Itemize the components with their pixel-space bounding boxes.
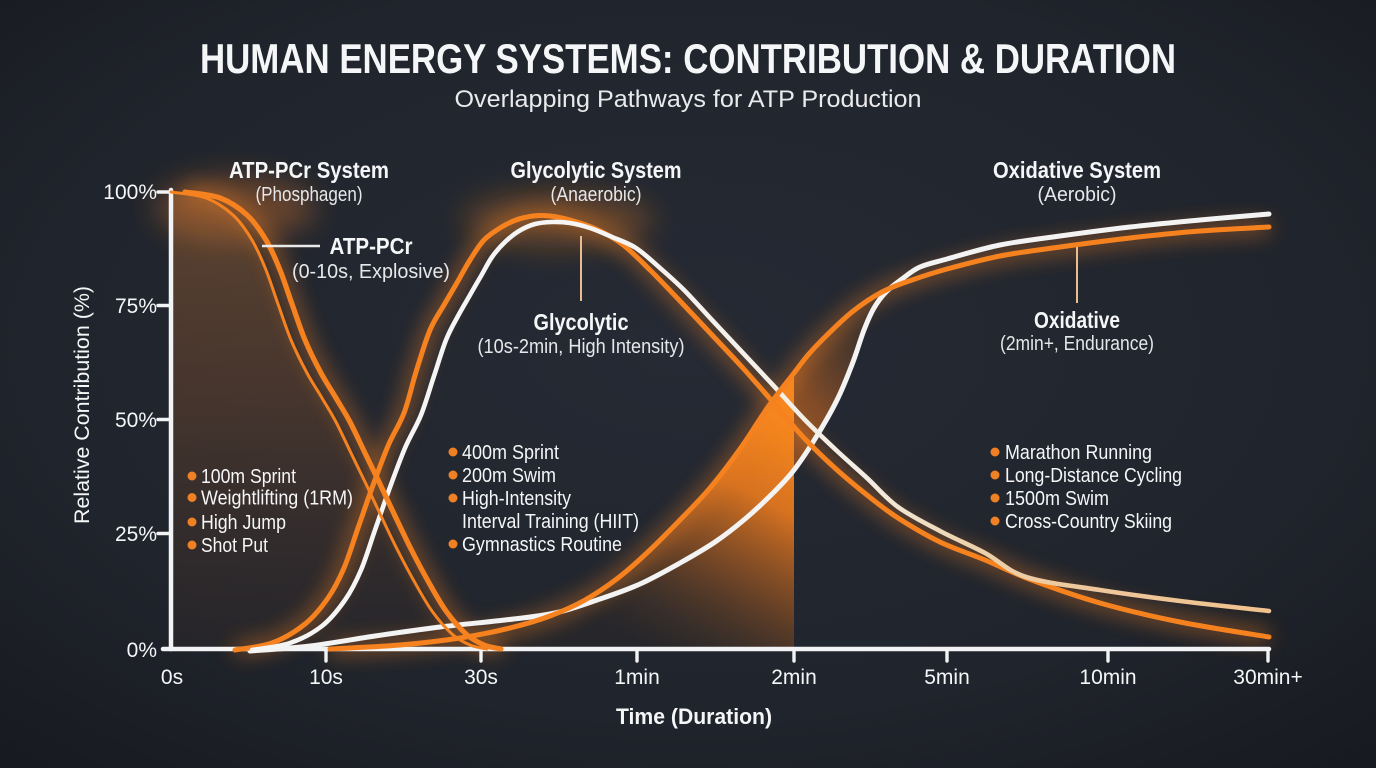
svg-text:Glycolytic System: Glycolytic System <box>511 157 682 183</box>
svg-text:0s: 0s <box>161 666 183 689</box>
svg-text:(0-10s, Explosive): (0-10s, Explosive) <box>292 261 450 283</box>
svg-text:High-Intensity: High-Intensity <box>462 487 572 510</box>
svg-text:30min+: 30min+ <box>1233 666 1302 689</box>
svg-text:Oxidative System: Oxidative System <box>993 157 1161 183</box>
svg-text:2min: 2min <box>771 666 817 689</box>
svg-text:Oxidative: Oxidative <box>1034 307 1120 333</box>
svg-text:Interval Training (HIIT): Interval Training (HIIT) <box>462 510 639 533</box>
svg-text:1500m Swim: 1500m Swim <box>1005 487 1109 510</box>
svg-text:Glycolytic: Glycolytic <box>534 309 629 335</box>
svg-text:ATP-PCr System: ATP-PCr System <box>229 157 389 183</box>
svg-text:10min: 10min <box>1079 666 1136 689</box>
svg-text:Gymnastics Routine: Gymnastics Routine <box>462 533 622 556</box>
svg-text:75%: 75% <box>115 295 157 318</box>
svg-text:5min: 5min <box>924 666 970 689</box>
svg-text:Shot Put: Shot Put <box>201 534 268 557</box>
svg-text:ATP-PCr: ATP-PCr <box>330 233 413 259</box>
svg-text:400m Sprint: 400m Sprint <box>462 441 559 464</box>
svg-text:(10s-2min, High Intensity): (10s-2min, High Intensity) <box>478 336 685 358</box>
svg-text:100%: 100% <box>103 181 157 204</box>
svg-text:Cross-Country Skiing: Cross-Country Skiing <box>1005 510 1172 533</box>
svg-text:Overlapping Pathways for ATP P: Overlapping Pathways for ATP Production <box>455 86 922 113</box>
svg-text:10s: 10s <box>309 666 343 689</box>
svg-text:25%: 25% <box>115 523 157 546</box>
svg-text:Weightlifting (1RM): Weightlifting (1RM) <box>201 487 353 510</box>
svg-text:50%: 50% <box>115 409 157 432</box>
svg-text:Time (Duration): Time (Duration) <box>616 704 772 729</box>
svg-text:HUMAN ENERGY SYSTEMS: CONTRIBU: HUMAN ENERGY SYSTEMS: CONTRIBUTION & DUR… <box>200 35 1176 82</box>
svg-text:Relative Contribution (%): Relative Contribution (%) <box>71 286 94 524</box>
svg-text:Long-Distance Cycling: Long-Distance Cycling <box>1005 464 1182 487</box>
svg-text:Marathon Running: Marathon Running <box>1005 441 1152 464</box>
svg-text:(2min+, Endurance): (2min+, Endurance) <box>1000 333 1154 355</box>
svg-text:0%: 0% <box>127 639 157 662</box>
svg-text:(Phosphagen): (Phosphagen) <box>256 184 363 206</box>
svg-text:200m Swim: 200m Swim <box>462 464 556 487</box>
svg-text:100m Sprint: 100m Sprint <box>201 465 296 488</box>
svg-text:1min: 1min <box>614 666 660 689</box>
svg-text:30s: 30s <box>464 666 498 689</box>
svg-text:High Jump: High Jump <box>201 511 286 534</box>
svg-text:(Aerobic): (Aerobic) <box>1038 184 1117 206</box>
svg-text:(Anaerobic): (Anaerobic) <box>551 184 642 206</box>
